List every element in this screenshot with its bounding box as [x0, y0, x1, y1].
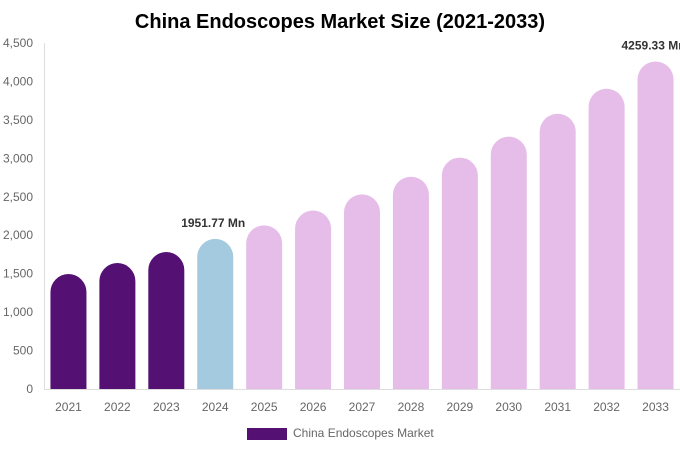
y-tick-label: 0: [26, 382, 33, 396]
x-tick-label: 2027: [349, 400, 376, 414]
bar-2022: [99, 263, 136, 389]
x-tick-label: 2025: [251, 400, 278, 414]
x-tick-label: 2023: [153, 400, 180, 414]
bar-2028: [392, 176, 429, 389]
y-tick-label: 1,000: [3, 305, 33, 319]
y-tick-label: 3,500: [3, 113, 33, 127]
x-tick-label: 2030: [495, 400, 522, 414]
y-tick-label: 4,500: [3, 36, 33, 50]
bar-2033: [637, 61, 674, 390]
x-tick-label: 2021: [55, 400, 82, 414]
x-tick-label: 2029: [446, 400, 473, 414]
x-tick-label: 2033: [642, 400, 669, 414]
y-tick-label: 500: [13, 344, 33, 358]
bar-2023: [148, 252, 185, 389]
x-tick-label: 2022: [104, 400, 131, 414]
bar-2024: [197, 238, 234, 389]
x-tick-label: 2028: [398, 400, 425, 414]
bar-2026: [295, 210, 332, 389]
x-tick-label: 2024: [202, 400, 229, 414]
y-tick-label: 1,500: [3, 267, 33, 281]
bar-2029: [441, 157, 478, 389]
bar-2021: [50, 274, 87, 389]
x-tick-label: 2031: [544, 400, 571, 414]
bar-2027: [344, 194, 380, 389]
chart-title: China Endoscopes Market Size (2021-2033): [135, 11, 545, 33]
bar-2025: [246, 225, 283, 389]
y-tick-label: 2,500: [3, 190, 33, 204]
data-label-2024: 1951.77 Mn: [181, 216, 245, 230]
bar-2031: [539, 113, 576, 389]
legend: China Endoscopes Market: [247, 426, 434, 440]
x-tick-label: 2026: [300, 400, 327, 414]
data-label-2033: 4259.33 Mn: [622, 39, 680, 53]
y-tick-label: 4,000: [3, 74, 33, 88]
legend-label: China Endoscopes Market: [293, 426, 434, 440]
x-tick-label: 2032: [593, 400, 620, 414]
y-tick-label: 2,000: [3, 228, 33, 242]
bar-2032: [588, 88, 625, 389]
legend-swatch: [247, 428, 287, 440]
bar-2030: [490, 136, 527, 389]
y-tick-label: 3,000: [3, 151, 33, 165]
